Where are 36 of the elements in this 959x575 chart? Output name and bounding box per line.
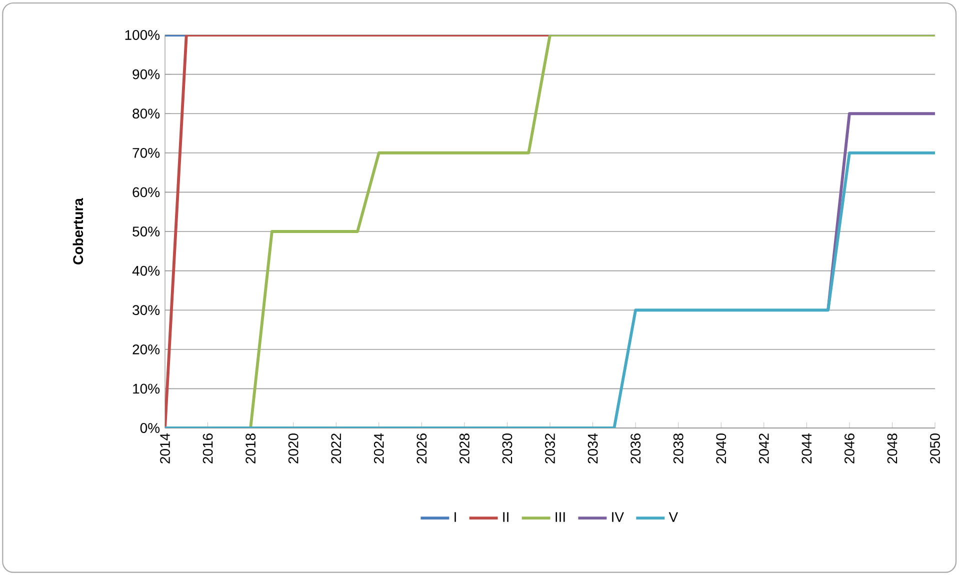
x-tick-label: 2020 [288, 433, 298, 464]
y-axis-title: Cobertura [72, 198, 84, 264]
y-tick-label: 10% [133, 384, 160, 394]
x-tick-label: 2016 [202, 434, 213, 464]
x-tick-label: 2046 [844, 434, 854, 464]
y-tick-label: 50% [132, 226, 160, 236]
legend-label: IV [612, 512, 624, 522]
x-tick-label: 2026 [416, 434, 427, 464]
y-tick-label: 20% [132, 344, 160, 354]
x-tick-label: 2050 [930, 433, 940, 464]
x-tick-label: 2036 [630, 434, 641, 464]
x-tick-label: 2032 [545, 434, 555, 464]
x-tick-label: 2028 [460, 434, 470, 464]
x-tick-label: 2038 [673, 434, 684, 464]
x-tick-label: 2014 [160, 433, 170, 464]
y-tick-label: 30% [132, 305, 160, 316]
y-tick-label: 80% [132, 108, 160, 119]
legend-label: V [668, 512, 678, 522]
x-tick-label: 2024 [374, 433, 384, 464]
x-tick-label: 2018 [246, 434, 256, 464]
y-tick-label: 0% [140, 423, 160, 433]
y-tick-label: 60% [132, 187, 160, 198]
x-tick-label: 2022 [331, 434, 342, 464]
x-tick-label: 2034 [588, 433, 598, 464]
legend-label: II [503, 512, 508, 522]
legend-label: III [556, 512, 565, 522]
y-tick-label: 70% [132, 148, 160, 158]
x-tick-label: 2040 [716, 433, 726, 464]
y-tick-label: 40% [132, 266, 160, 276]
legend-label: I [454, 512, 456, 522]
x-tick-label: 2048 [887, 434, 898, 464]
y-tick-label: 100% [125, 30, 160, 40]
y-tick-label: 90% [132, 69, 160, 80]
x-tick-label: 2042 [758, 434, 769, 464]
x-tick-label: 2044 [802, 433, 812, 464]
x-tick-label: 2030 [502, 433, 512, 464]
